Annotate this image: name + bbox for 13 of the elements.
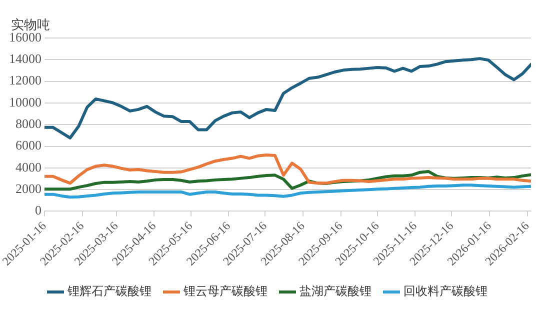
- y-tick-label: 4000: [16, 159, 42, 174]
- y-tick-label: 14000: [9, 51, 42, 66]
- legend-label: 锂云母产碳酸锂: [182, 284, 268, 298]
- y-tick-label: 10000: [9, 94, 42, 110]
- y-tick-label: 8000: [16, 116, 42, 132]
- y-axis-title: 实物吨: [11, 17, 50, 33]
- y-tick-label: 12000: [9, 72, 42, 88]
- legend-label: 锂辉石产碳酸锂: [66, 284, 152, 298]
- y-tick-label: 6000: [16, 138, 42, 153]
- legend-label: 盐湖产碳酸锂: [300, 284, 372, 298]
- y-tick-label: 0: [35, 202, 42, 218]
- y-tick-label: 2000: [16, 180, 42, 196]
- legend-label: 回收料产碳酸锂: [404, 284, 488, 298]
